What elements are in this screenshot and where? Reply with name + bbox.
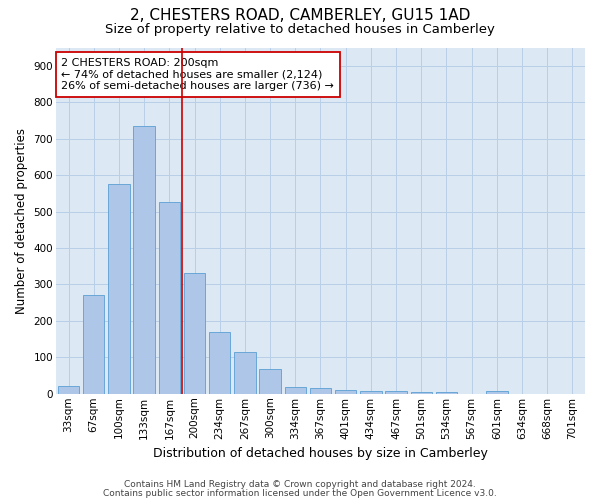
Bar	[385, 391, 407, 394]
Bar	[259, 370, 281, 394]
Bar	[234, 352, 256, 394]
Text: 2 CHESTERS ROAD: 200sqm
← 74% of detached houses are smaller (2,124)
26% of semi: 2 CHESTERS ROAD: 200sqm ← 74% of detache…	[61, 58, 334, 91]
Bar	[158, 202, 180, 394]
Text: Size of property relative to detached houses in Camberley: Size of property relative to detached ho…	[105, 22, 495, 36]
Bar	[410, 392, 432, 394]
Text: Contains HM Land Registry data © Crown copyright and database right 2024.: Contains HM Land Registry data © Crown c…	[124, 480, 476, 489]
Bar	[108, 184, 130, 394]
Bar	[284, 387, 306, 394]
Bar	[83, 296, 104, 394]
Text: Contains public sector information licensed under the Open Government Licence v3: Contains public sector information licen…	[103, 489, 497, 498]
Bar	[310, 388, 331, 394]
Text: 2, CHESTERS ROAD, CAMBERLEY, GU15 1AD: 2, CHESTERS ROAD, CAMBERLEY, GU15 1AD	[130, 8, 470, 22]
Bar	[335, 390, 356, 394]
X-axis label: Distribution of detached houses by size in Camberley: Distribution of detached houses by size …	[153, 447, 488, 460]
Y-axis label: Number of detached properties: Number of detached properties	[15, 128, 28, 314]
Bar	[209, 332, 230, 394]
Bar	[133, 126, 155, 394]
Bar	[184, 274, 205, 394]
Bar	[360, 391, 382, 394]
Bar	[58, 386, 79, 394]
Bar	[486, 391, 508, 394]
Bar	[436, 392, 457, 394]
